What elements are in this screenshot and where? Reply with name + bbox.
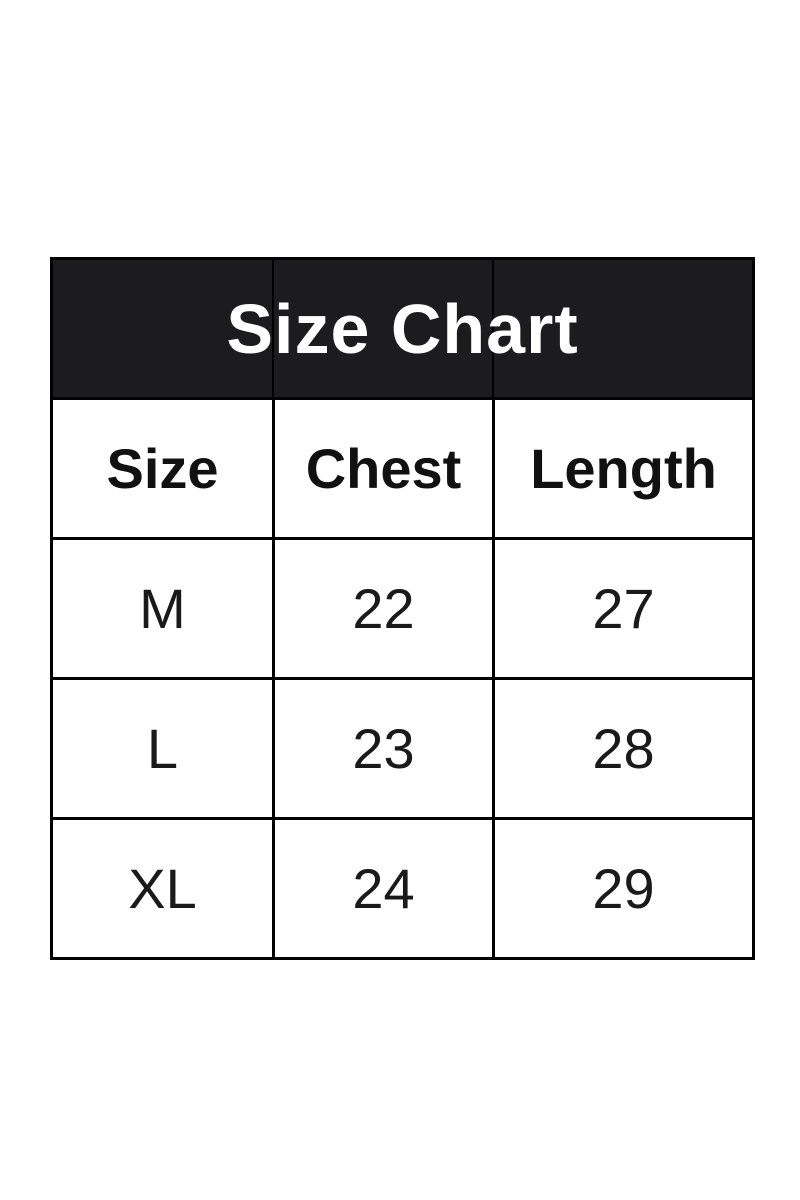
- cell-length-xl: 29: [492, 817, 755, 960]
- column-divider-line: [492, 260, 494, 397]
- cell-length-m: 27: [492, 537, 755, 680]
- table-row: L 23 28: [50, 677, 755, 820]
- column-header-row: Size Chest Length: [50, 397, 755, 540]
- cell-size-xl: XL: [50, 817, 275, 960]
- table-title-cell: Size Chart: [50, 257, 755, 400]
- table-title: Size Chart: [226, 289, 579, 368]
- table-row: M 22 27: [50, 537, 755, 680]
- cell-chest-xl: 24: [272, 817, 495, 960]
- cell-length-l: 28: [492, 677, 755, 820]
- column-divider-line: [272, 260, 274, 397]
- cell-size-m: M: [50, 537, 275, 680]
- title-row: Size Chart: [50, 257, 755, 400]
- cell-chest-m: 22: [272, 537, 495, 680]
- size-chart-table: Size Chart Size Chest Length M 22 27 L 2…: [50, 257, 755, 960]
- column-header-length: Length: [492, 397, 755, 540]
- cell-size-l: L: [50, 677, 275, 820]
- column-header-chest: Chest: [272, 397, 495, 540]
- column-header-size: Size: [50, 397, 275, 540]
- cell-chest-l: 23: [272, 677, 495, 820]
- table-row: XL 24 29: [50, 817, 755, 960]
